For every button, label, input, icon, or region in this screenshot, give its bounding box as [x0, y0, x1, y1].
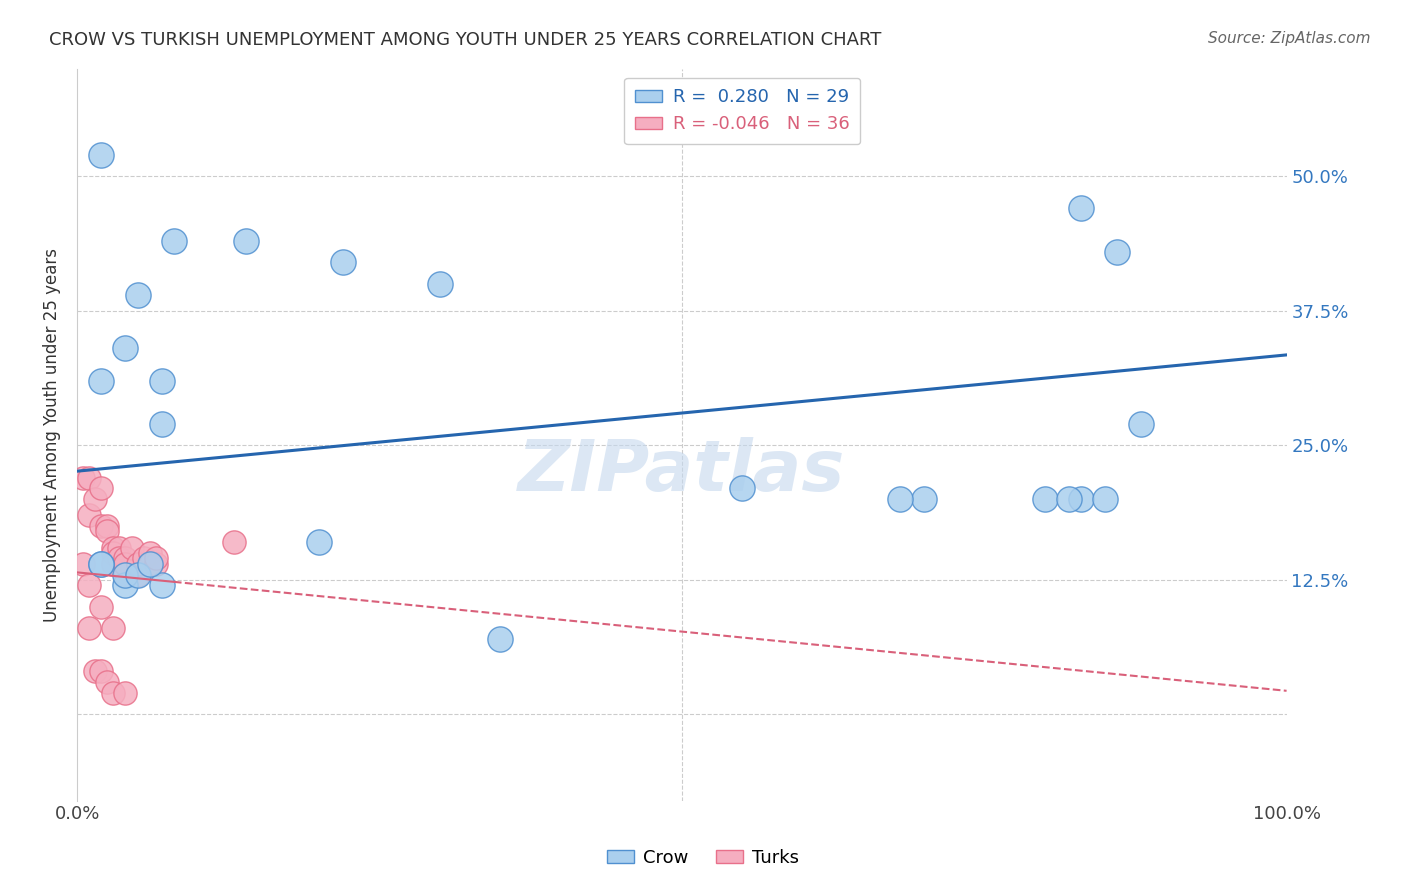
Point	[138, 557, 160, 571]
Point	[90, 557, 112, 571]
Text: Source: ZipAtlas.com: Source: ZipAtlas.com	[1208, 31, 1371, 46]
Legend: R =  0.280   N = 29, R = -0.046   N = 36: R = 0.280 N = 29, R = -0.046 N = 36	[624, 78, 860, 145]
Point	[114, 567, 136, 582]
Legend: Crow, Turks: Crow, Turks	[600, 842, 806, 874]
Point	[72, 470, 94, 484]
Point	[77, 578, 100, 592]
Point	[84, 492, 107, 507]
Point	[103, 686, 125, 700]
Point	[96, 524, 118, 539]
Point	[114, 557, 136, 571]
Point	[145, 557, 167, 571]
Point	[308, 535, 330, 549]
Point	[1033, 492, 1056, 507]
Point	[163, 234, 186, 248]
Point	[114, 578, 136, 592]
Point	[1070, 202, 1092, 216]
Point	[224, 535, 246, 549]
Point	[138, 546, 160, 560]
Point	[912, 492, 935, 507]
Point	[103, 557, 125, 571]
Point	[150, 417, 173, 431]
Point	[108, 541, 131, 555]
Point	[103, 621, 125, 635]
Point	[90, 557, 112, 571]
Point	[77, 621, 100, 635]
Point	[121, 541, 143, 555]
Point	[114, 342, 136, 356]
Point	[127, 567, 149, 582]
Point	[103, 546, 125, 560]
Point	[1070, 492, 1092, 507]
Point	[114, 686, 136, 700]
Point	[108, 551, 131, 566]
Point	[90, 665, 112, 679]
Point	[145, 551, 167, 566]
Point	[90, 519, 112, 533]
Point	[96, 519, 118, 533]
Text: CROW VS TURKISH UNEMPLOYMENT AMONG YOUTH UNDER 25 YEARS CORRELATION CHART: CROW VS TURKISH UNEMPLOYMENT AMONG YOUTH…	[49, 31, 882, 49]
Point	[114, 567, 136, 582]
Point	[889, 492, 911, 507]
Point	[235, 234, 257, 248]
Point	[103, 541, 125, 555]
Point	[127, 567, 149, 582]
Point	[90, 147, 112, 161]
Point	[731, 482, 754, 496]
Point	[1057, 492, 1080, 507]
Point	[1094, 492, 1116, 507]
Point	[114, 557, 136, 571]
Point	[150, 578, 173, 592]
Point	[77, 508, 100, 523]
Point	[90, 599, 112, 614]
Point	[114, 551, 136, 566]
Point	[1130, 417, 1153, 431]
Y-axis label: Unemployment Among Youth under 25 years: Unemployment Among Youth under 25 years	[44, 248, 60, 622]
Point	[150, 374, 173, 388]
Point	[84, 665, 107, 679]
Point	[72, 557, 94, 571]
Point	[489, 632, 512, 647]
Point	[77, 470, 100, 484]
Point	[138, 557, 160, 571]
Point	[429, 277, 451, 291]
Text: ZIPatlas: ZIPatlas	[519, 437, 845, 506]
Point	[127, 557, 149, 571]
Point	[332, 255, 354, 269]
Point	[132, 551, 155, 566]
Point	[90, 482, 112, 496]
Point	[90, 374, 112, 388]
Point	[1107, 244, 1129, 259]
Point	[96, 675, 118, 690]
Point	[127, 287, 149, 301]
